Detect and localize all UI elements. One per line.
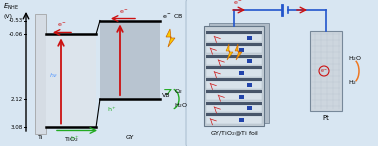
Text: H$_2$O: H$_2$O [348, 55, 362, 64]
Bar [239, 118, 244, 122]
Bar [239, 95, 244, 99]
Bar [239, 71, 244, 75]
Bar [206, 113, 262, 116]
Text: (V): (V) [3, 14, 12, 19]
Text: e$^-$: e$^-$ [57, 22, 67, 29]
Text: h$^+$: h$^+$ [107, 105, 117, 114]
Text: Pt: Pt [322, 115, 330, 121]
Text: GY/TiO$_2$@Ti foil: GY/TiO$_2$@Ti foil [209, 129, 259, 138]
Bar [206, 43, 262, 46]
Bar [204, 26, 264, 126]
Bar [206, 66, 262, 69]
Bar [206, 46, 262, 53]
Bar [247, 106, 252, 111]
Bar [206, 34, 262, 42]
Bar [206, 93, 262, 100]
Text: 3.08: 3.08 [11, 125, 23, 130]
Bar [206, 78, 262, 81]
Bar [35, 14, 46, 134]
Text: e$^-$: e$^-$ [233, 0, 243, 7]
Bar [206, 90, 262, 93]
Text: -0.53: -0.53 [9, 18, 23, 23]
Bar [247, 83, 252, 87]
Text: 2.12: 2.12 [11, 97, 23, 101]
Bar [46, 34, 96, 127]
Text: e$^-$: e$^-$ [119, 8, 129, 15]
Bar [247, 36, 252, 40]
Text: TiO$_2$: TiO$_2$ [64, 135, 78, 144]
Text: VB: VB [162, 93, 170, 98]
Bar [206, 55, 262, 58]
Text: h$\nu$: h$\nu$ [49, 71, 58, 79]
Bar [206, 105, 262, 112]
Bar [310, 31, 342, 111]
Text: e$^-$: e$^-$ [320, 67, 328, 75]
Text: h$^+$: h$^+$ [70, 134, 80, 143]
Bar [206, 81, 262, 89]
FancyBboxPatch shape [0, 0, 189, 146]
Text: e$^-$ CB: e$^-$ CB [162, 12, 184, 20]
Polygon shape [166, 29, 175, 47]
Text: O$_2$: O$_2$ [174, 88, 183, 97]
Text: H$_2$O: H$_2$O [174, 102, 188, 111]
Bar [239, 48, 244, 52]
Text: Ti: Ti [38, 135, 43, 140]
Bar [247, 59, 252, 63]
Bar [206, 102, 262, 105]
Polygon shape [226, 44, 233, 60]
Text: -0.06: -0.06 [9, 32, 23, 37]
Bar [209, 23, 269, 123]
Polygon shape [235, 44, 242, 60]
Bar [206, 69, 262, 77]
Bar [206, 116, 262, 124]
Bar [100, 21, 160, 99]
Bar [206, 31, 262, 34]
Text: $E_{\mathregular{NHE}}$: $E_{\mathregular{NHE}}$ [3, 2, 19, 12]
Text: H$_2$: H$_2$ [348, 79, 357, 87]
FancyBboxPatch shape [186, 0, 378, 146]
Text: GY: GY [126, 135, 134, 140]
Bar [206, 58, 262, 65]
